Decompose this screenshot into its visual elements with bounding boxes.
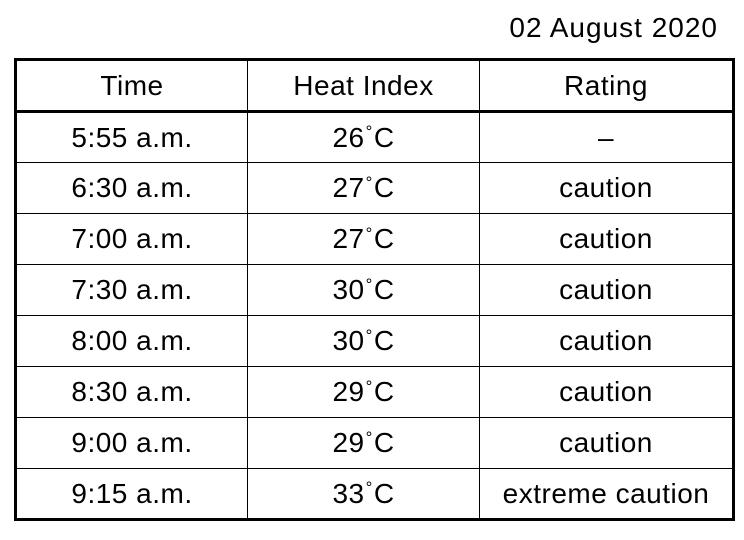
time-text: 9:15 a.m. xyxy=(71,477,193,509)
degree-symbol: ° xyxy=(365,478,373,498)
table-row: 8:30 a.m. 29°C caution xyxy=(15,366,734,418)
column-header-rating: Rating xyxy=(479,59,734,113)
unit-label: C xyxy=(373,477,395,509)
table-row: 9:00 a.m. 29°C caution xyxy=(15,417,734,469)
time-text: 8:00 a.m. xyxy=(71,325,193,356)
heat-index-cell: 29°C xyxy=(247,366,480,418)
rating-cell: extreme caution xyxy=(479,468,734,520)
rating-cell: caution xyxy=(479,213,734,265)
degree-symbol: ° xyxy=(365,122,373,142)
header-row: Time Heat Index Rating xyxy=(15,59,734,113)
heat-index-cell: 33°C xyxy=(247,468,480,520)
heat-index-cell: 27°C xyxy=(247,213,480,265)
time-cell: 9:00 a.m. xyxy=(15,417,248,469)
table-body: 5:55 a.m. 26°C – 6:30 a.m. 27°C caution … xyxy=(15,111,734,520)
heat-index-table: Time Heat Index Rating 5:55 a.m. 26°C – … xyxy=(14,58,735,521)
date-label: 02 August 2020 xyxy=(509,12,718,43)
time-cell: 5:55 a.m. xyxy=(15,111,248,163)
table-row: 8:00 a.m. 30°C caution xyxy=(15,315,734,367)
rating-text: extreme caution xyxy=(502,477,710,509)
table-row: 7:00 a.m. 27°C caution xyxy=(15,213,734,265)
heat-index-cell: 29°C xyxy=(247,417,480,469)
temp-value: 29 xyxy=(332,376,365,407)
time-text: 9:00 a.m. xyxy=(71,427,193,458)
temp-value: 30 xyxy=(332,325,365,356)
rating-cell: caution xyxy=(479,315,734,367)
degree-symbol: ° xyxy=(365,325,373,345)
temp-value: 27 xyxy=(332,223,365,254)
time-cell: 8:30 a.m. xyxy=(15,366,248,418)
rating-cell: caution xyxy=(479,417,734,469)
column-header-heat-index: Heat Index xyxy=(247,59,480,113)
rating-cell: – xyxy=(479,111,734,163)
temp-value: 33 xyxy=(332,477,365,509)
degree-symbol: ° xyxy=(365,172,373,192)
degree-symbol: ° xyxy=(365,427,373,447)
degree-symbol: ° xyxy=(365,223,373,243)
unit-label: C xyxy=(373,325,395,356)
rating-cell: caution xyxy=(479,162,734,214)
rating-text: – xyxy=(597,121,615,153)
table-row: 5:55 a.m. 26°C – xyxy=(15,111,734,163)
unit-label: C xyxy=(373,376,395,407)
rating-cell: caution xyxy=(479,264,734,316)
rating-text: caution xyxy=(559,325,653,356)
rating-text: caution xyxy=(559,172,653,203)
heat-index-cell: 30°C xyxy=(247,264,480,316)
temp-value: 29 xyxy=(332,427,365,458)
rating-text: caution xyxy=(559,223,653,254)
column-header-time: Time xyxy=(15,59,248,113)
table-header: Time Heat Index Rating xyxy=(15,59,734,113)
time-text: 6:30 a.m. xyxy=(71,172,193,203)
heat-index-cell: 30°C xyxy=(247,315,480,367)
temp-value: 26 xyxy=(332,121,365,153)
rating-text: caution xyxy=(559,274,653,305)
time-text: 8:30 a.m. xyxy=(71,376,193,407)
temp-value: 27 xyxy=(332,172,365,203)
unit-label: C xyxy=(373,121,395,153)
time-cell: 7:30 a.m. xyxy=(15,264,248,316)
time-cell: 6:30 a.m. xyxy=(15,162,248,214)
table-row: 9:15 a.m. 33°C extreme caution xyxy=(15,468,734,520)
time-text: 5:55 a.m. xyxy=(71,121,193,153)
time-text: 7:30 a.m. xyxy=(71,274,193,305)
unit-label: C xyxy=(373,172,395,203)
unit-label: C xyxy=(373,427,395,458)
table-row: 7:30 a.m. 30°C caution xyxy=(15,264,734,316)
unit-label: C xyxy=(373,274,395,305)
unit-label: C xyxy=(373,223,395,254)
degree-symbol: ° xyxy=(365,376,373,396)
rating-text: caution xyxy=(559,376,653,407)
rating-text: caution xyxy=(559,427,653,458)
time-cell: 8:00 a.m. xyxy=(15,315,248,367)
time-text: 7:00 a.m. xyxy=(71,223,193,254)
degree-symbol: ° xyxy=(365,274,373,294)
table-row: 6:30 a.m. 27°C caution xyxy=(15,162,734,214)
heat-index-cell: 26°C xyxy=(247,111,480,163)
time-cell: 7:00 a.m. xyxy=(15,213,248,265)
heat-index-cell: 27°C xyxy=(247,162,480,214)
time-cell: 9:15 a.m. xyxy=(15,468,248,520)
rating-cell: caution xyxy=(479,366,734,418)
temp-value: 30 xyxy=(332,274,365,305)
